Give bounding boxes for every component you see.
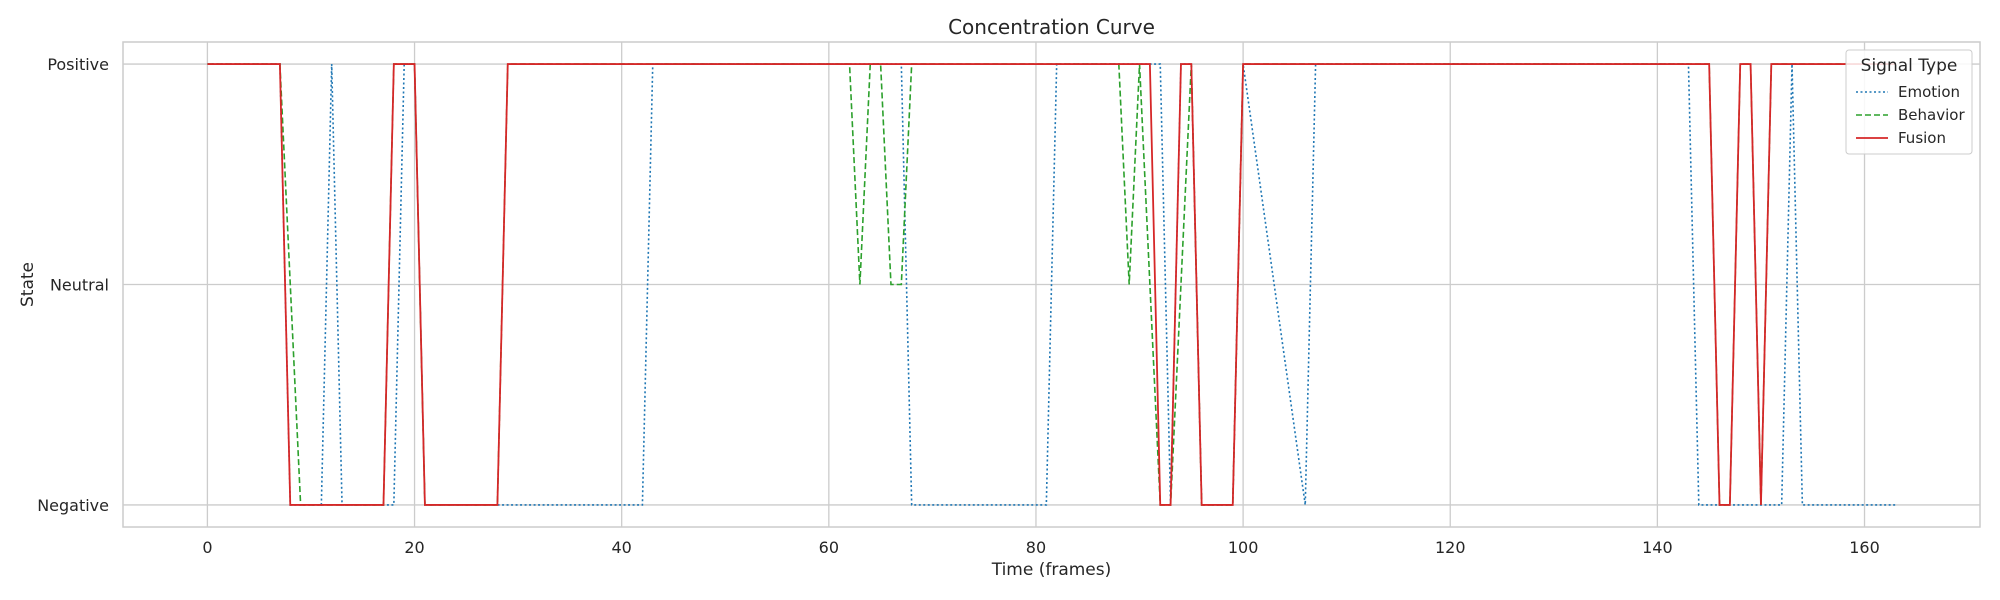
x-tick-label: 40 xyxy=(612,538,632,557)
legend-box xyxy=(1845,49,1973,155)
y-axis-label: State xyxy=(18,262,38,307)
series-layer xyxy=(207,63,1896,506)
x-ticks: 0 20 40 60 80 100 120 140 160 xyxy=(202,538,1879,557)
x-tick-label: 60 xyxy=(819,538,839,557)
x-tick-label: 140 xyxy=(1642,538,1673,557)
legend-items: Emotion Behavior Fusion xyxy=(1856,83,1965,147)
chart-title: Concentration Curve xyxy=(948,15,1155,39)
y-ticks: Negative Neutral Positive xyxy=(37,55,109,515)
x-tick-label: 120 xyxy=(1435,538,1466,557)
legend-title: Signal Type xyxy=(1861,56,1958,76)
x-tick-label: 20 xyxy=(404,538,424,557)
legend-label-behavior: Behavior xyxy=(1898,106,1965,124)
x-axis-label: Time (frames) xyxy=(991,560,1112,580)
x-tick-label: 160 xyxy=(1849,538,1880,557)
y-tick-label: Negative xyxy=(37,496,109,515)
series-line-fusion xyxy=(207,63,1896,506)
y-tick-label: Neutral xyxy=(50,276,109,295)
plot-frame xyxy=(122,41,1981,528)
legend: Signal Type Emotion Behavior Fusion xyxy=(1845,49,1973,155)
x-tick-label: 0 xyxy=(202,538,212,557)
legend-label-fusion: Fusion xyxy=(1898,129,1946,147)
x-tick-label: 100 xyxy=(1228,538,1259,557)
x-tick-label: 80 xyxy=(1026,538,1046,557)
legend-label-emotion: Emotion xyxy=(1898,83,1960,101)
y-tick-label: Positive xyxy=(47,55,109,74)
